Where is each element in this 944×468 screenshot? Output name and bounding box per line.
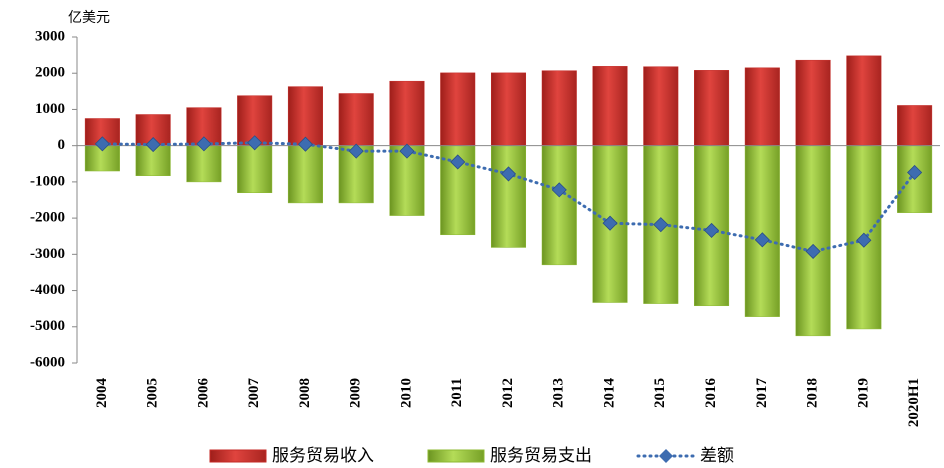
marker	[653, 217, 669, 233]
y-tick-label: -5000	[30, 318, 65, 334]
bar	[744, 67, 780, 146]
bar	[592, 66, 628, 146]
legend-label: 服务贸易收入	[272, 446, 374, 466]
bar	[287, 145, 323, 204]
bar	[744, 145, 780, 317]
legend-label: 服务贸易支出	[490, 446, 592, 466]
y-tick-label: 3000	[35, 28, 65, 44]
y-tick-label: -2000	[30, 210, 65, 226]
marker	[907, 164, 923, 181]
bar	[643, 66, 679, 146]
x-tick-label: 2009	[348, 378, 364, 408]
marker	[754, 232, 770, 248]
bar	[389, 80, 425, 146]
marker	[450, 154, 466, 170]
marker	[602, 215, 618, 231]
x-tick-label: 2005	[145, 378, 161, 408]
legend-swatch	[427, 449, 485, 463]
bar	[440, 72, 476, 146]
y-tick-label: 0	[58, 137, 66, 153]
bar	[897, 105, 933, 146]
x-tick-label: 2004	[94, 378, 110, 409]
y-tick-label: 2000	[35, 65, 65, 81]
x-tick-label: 2015	[652, 378, 668, 408]
y-tick-label: -1000	[30, 173, 65, 189]
marker	[399, 143, 415, 159]
bar	[541, 70, 577, 146]
marker	[247, 135, 263, 151]
bar	[490, 72, 527, 146]
marker	[297, 136, 314, 152]
x-tick-label: 2010	[398, 378, 414, 408]
bar	[338, 93, 374, 146]
x-tick-label: 2020H1	[906, 378, 922, 427]
x-tick-label: 2013	[551, 378, 567, 408]
legend-label: 差额	[700, 446, 734, 466]
y-tick-label: -6000	[30, 354, 65, 370]
x-tick-label: 2016	[703, 378, 719, 409]
x-tick-label: 2017	[754, 378, 770, 409]
marker	[703, 222, 720, 238]
marker	[805, 243, 821, 260]
bar	[490, 145, 527, 248]
marker	[94, 136, 110, 152]
x-tick-label: 2019	[855, 378, 871, 408]
bar	[237, 145, 273, 194]
x-tick-label: 2014	[601, 378, 617, 409]
legend-marker	[659, 449, 673, 463]
y-tick-label: -4000	[30, 282, 65, 298]
marker	[551, 182, 567, 198]
marker	[348, 143, 364, 159]
marker	[500, 166, 517, 182]
y-tick-label: 1000	[35, 101, 65, 117]
marker	[856, 232, 872, 248]
y-axis-label: 亿美元	[68, 10, 110, 26]
bar	[541, 145, 577, 266]
bar	[694, 70, 730, 146]
marker	[196, 136, 212, 152]
bar	[186, 145, 222, 183]
y-tick-label: -3000	[30, 246, 65, 262]
legend-swatch	[209, 449, 267, 463]
bar	[287, 86, 323, 146]
marker	[145, 137, 161, 153]
x-tick-label: 2006	[195, 378, 211, 409]
x-tick-label: 2007	[246, 378, 262, 409]
x-tick-label: 2012	[500, 378, 516, 408]
bar	[795, 59, 831, 146]
bar	[846, 55, 882, 146]
bar	[795, 145, 831, 337]
x-tick-label: 2011	[449, 378, 465, 407]
x-tick-label: 2018	[805, 378, 821, 408]
x-tick-label: 2008	[297, 378, 313, 408]
